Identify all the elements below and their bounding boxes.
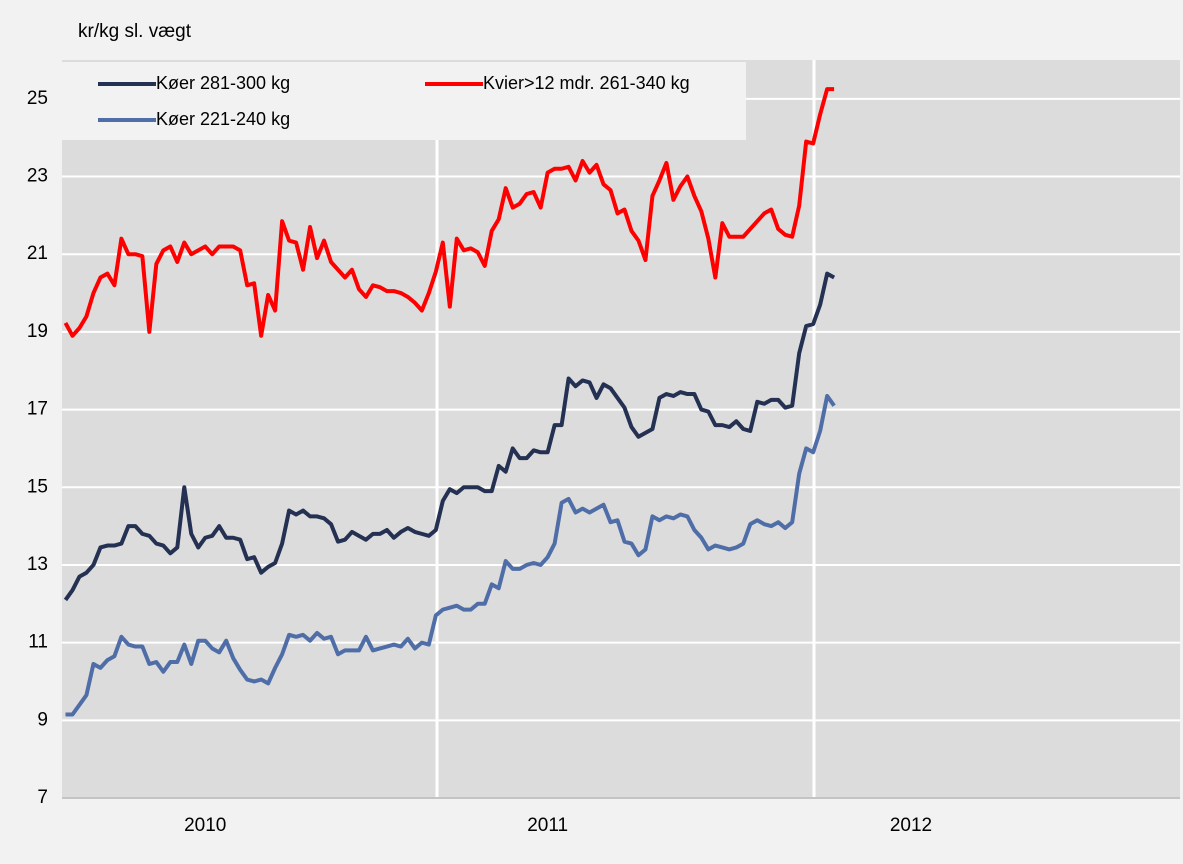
legend-label: Kvier>12 mdr. 261-340 kg	[483, 73, 690, 93]
y-tick-label: 17	[27, 399, 48, 420]
series-line	[63, 87, 835, 338]
y-tick-label: 19	[27, 321, 48, 342]
legend-label: Køer 281-300 kg	[156, 73, 290, 93]
plot-area	[62, 60, 1180, 798]
legend-label: Køer 221-240 kg	[156, 109, 290, 129]
y-tick-label: 23	[27, 166, 48, 187]
y-tick-label: 15	[27, 476, 48, 497]
y-axis-title: kr/kg sl. vægt	[78, 21, 192, 42]
y-tick-label: 21	[27, 243, 48, 264]
y-tick-label: 25	[27, 88, 48, 109]
x-tick-label: 2011	[527, 815, 568, 836]
legend-box	[62, 62, 746, 140]
series-line	[63, 271, 836, 602]
series-line	[65, 393, 836, 717]
y-tick-label: 13	[27, 554, 48, 575]
y-tick-label: 9	[37, 709, 48, 730]
y-tick-label: 11	[28, 632, 48, 653]
x-tick-label: 2010	[184, 815, 226, 836]
x-tick-label: 2012	[890, 815, 932, 836]
y-tick-label: 7	[37, 787, 48, 808]
